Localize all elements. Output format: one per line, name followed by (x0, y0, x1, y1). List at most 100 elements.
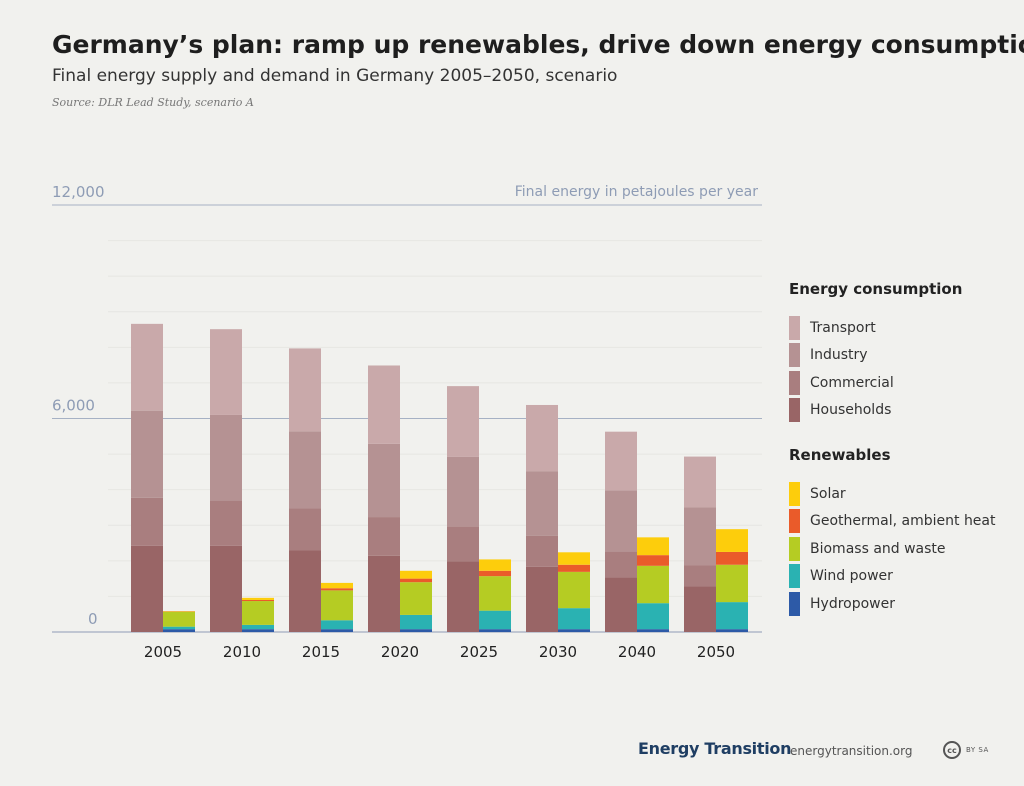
legend-swatch (789, 509, 800, 534)
site-url-link[interactable]: energytransition.org (790, 744, 913, 758)
bar-households-2015 (289, 550, 321, 632)
bar-hydropower-2015 (321, 629, 353, 632)
legend-title-consumption: Energy consumption (789, 280, 963, 298)
bar-solar-2020 (400, 570, 432, 579)
chart-subtitle: Final energy supply and demand in German… (52, 66, 618, 86)
bar-solar-2010 (242, 597, 274, 600)
chart-source: Source: DLR Lead Study, scenario A (52, 96, 254, 109)
y-axis-label: Final energy in petajoules per year (515, 184, 758, 200)
legend-label: Commercial (810, 374, 894, 391)
license-badge[interactable]: cc BY SA (943, 741, 989, 759)
bar-transport-2050 (684, 456, 716, 508)
bar-biomass-and-waste-2025 (479, 576, 511, 611)
bar-transport-2010 (210, 329, 242, 415)
x-tick-label: 2010 (223, 643, 261, 661)
bar-biomass-and-waste-2020 (400, 582, 432, 615)
bar-biomass-and-waste-2050 (716, 564, 748, 603)
bar-transport-2025 (447, 386, 479, 457)
bar-transport-2015 (289, 348, 321, 432)
bar-hydropower-2050 (716, 629, 748, 632)
legend-group-renewables: Renewables Solar Geothermal, ambient heat… (789, 446, 1009, 618)
bar-biomass-and-waste-2040 (637, 565, 669, 604)
legend-item-wind-power: Wind power (789, 563, 1009, 591)
bar-hydropower-2040 (637, 629, 669, 632)
legend-label: Households (810, 402, 892, 419)
x-tick-label: 2020 (381, 643, 419, 661)
bar-biomass-and-waste-2015 (321, 590, 353, 621)
brand-logo[interactable]: Energy Transition (638, 739, 792, 758)
bar-industry-2015 (289, 431, 321, 509)
bar-industry-2010 (210, 414, 242, 501)
legend-swatch (789, 315, 800, 340)
bar-households-2005 (131, 545, 163, 632)
bar-households-2025 (447, 561, 479, 632)
bar-commercial-2005 (131, 497, 163, 546)
legend-swatch (789, 481, 800, 506)
legend-label: Geothermal, ambient heat (810, 513, 996, 530)
bar-solar-2040 (637, 537, 669, 556)
bar-wind-power-2010 (242, 624, 274, 630)
bar-transport-2005 (131, 323, 163, 411)
bar-commercial-2025 (447, 526, 479, 562)
bar-industry-2005 (131, 410, 163, 498)
bar-geothermal-ambient-heat-2050 (716, 551, 748, 565)
bar-commercial-2020 (368, 517, 400, 556)
bar-commercial-2040 (605, 551, 637, 578)
bar-wind-power-2015 (321, 620, 353, 630)
legend: Energy consumption Transport Industry Comm… (789, 280, 1009, 640)
x-tick-label: 2050 (697, 643, 735, 661)
bar-hydropower-2005 (163, 629, 195, 632)
bar-hydropower-2030 (558, 629, 590, 632)
legend-swatch (789, 370, 800, 395)
bar-industry-2025 (447, 456, 479, 527)
bar-households-2010 (210, 545, 242, 632)
bar-industry-2020 (368, 443, 400, 518)
creative-commons-icon: cc (943, 741, 961, 759)
bar-geothermal-ambient-heat-2020 (400, 578, 432, 583)
legend-label: Wind power (810, 568, 893, 585)
bar-wind-power-2005 (163, 626, 195, 630)
bar-biomass-and-waste-2030 (558, 571, 590, 609)
legend-label: Solar (810, 485, 846, 502)
bar-commercial-2015 (289, 508, 321, 551)
bar-geothermal-ambient-heat-2040 (637, 555, 669, 566)
legend-label: Transport (810, 319, 876, 336)
bar-geothermal-ambient-heat-2030 (558, 564, 590, 572)
x-tick-label: 2030 (539, 643, 577, 661)
bar-biomass-and-waste-2005 (163, 611, 195, 627)
bar-households-2050 (684, 586, 716, 632)
legend-label: Hydropower (810, 595, 895, 612)
bar-industry-2040 (605, 490, 637, 552)
legend-swatch (789, 591, 800, 616)
bar-hydropower-2025 (479, 629, 511, 632)
y-tick-label: 12,000 (52, 183, 105, 201)
legend-swatch (789, 343, 800, 368)
y-tick-label: 0 (88, 610, 98, 628)
x-tick-label: 2025 (460, 643, 498, 661)
legend-label: Biomass and waste (810, 540, 946, 557)
legend-item-geothermal-ambient-heat: Geothermal, ambient heat (789, 508, 1009, 536)
legend-item-biomass-and-waste: Biomass and waste (789, 535, 1009, 563)
bar-solar-2025 (479, 559, 511, 571)
legend-swatch (789, 536, 800, 561)
bar-households-2030 (526, 566, 558, 632)
bar-transport-2040 (605, 431, 637, 491)
bar-households-2020 (368, 555, 400, 632)
bar-solar-2015 (321, 582, 353, 589)
x-tick-label: 2005 (144, 643, 182, 661)
legend-swatch (789, 398, 800, 423)
x-tick-label: 2040 (618, 643, 656, 661)
bar-geothermal-ambient-heat-2010 (242, 599, 274, 602)
bar-solar-2030 (558, 552, 590, 565)
chart-title: Germany’s plan: ramp up renewables, driv… (52, 30, 1024, 59)
legend-item-hydropower: Hydropower (789, 590, 1009, 618)
bar-biomass-and-waste-2010 (242, 601, 274, 625)
legend-group-consumption: Energy consumption Transport Industry Comm… (789, 280, 1009, 424)
bar-households-2040 (605, 577, 637, 632)
chart-plot: 0 6,000 12,000 Final energy in petajoules p… (52, 183, 762, 661)
bar-commercial-2050 (684, 565, 716, 587)
y-tick-label: 6,000 (52, 397, 95, 415)
license-text: BY SA (966, 746, 989, 754)
legend-item-solar: Solar (789, 480, 1009, 508)
bar-transport-2020 (368, 365, 400, 444)
